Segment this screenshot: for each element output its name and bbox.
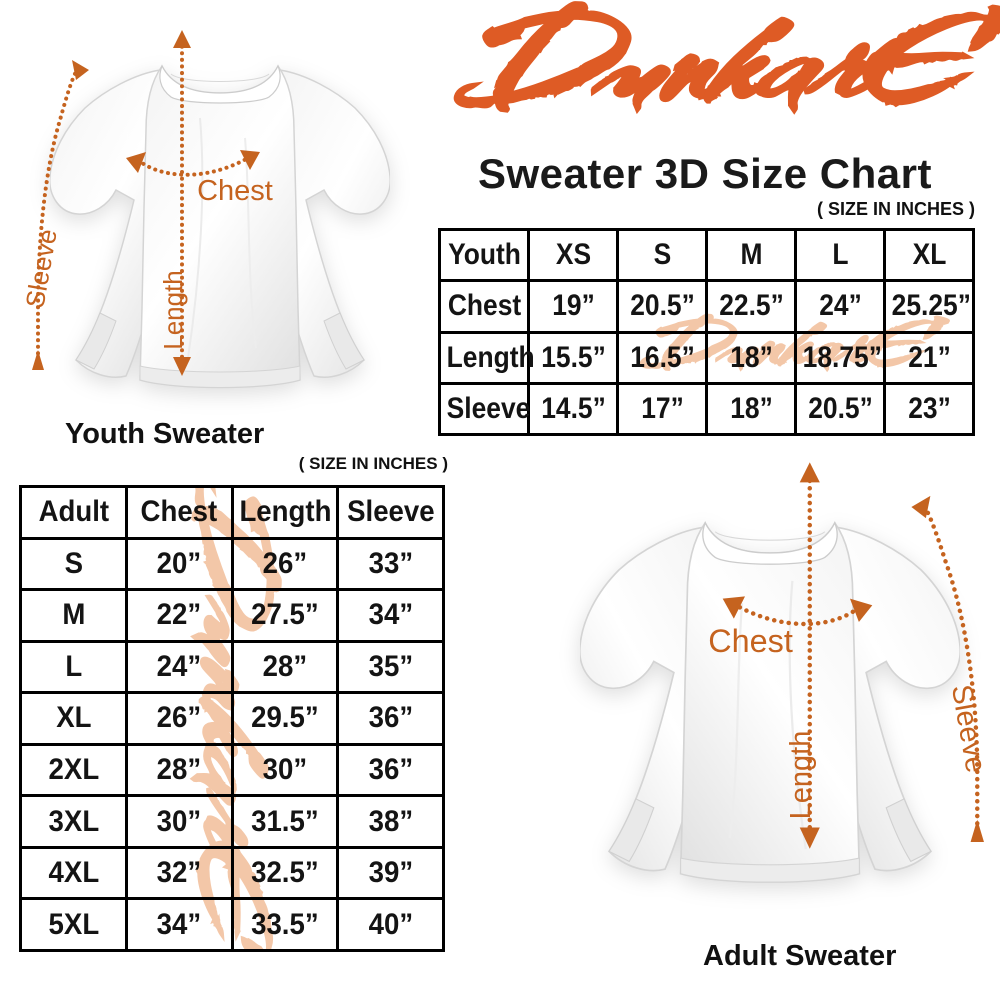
svg-text:Length: Length — [158, 270, 188, 350]
svg-text:Sleeve: Sleeve — [19, 227, 62, 311]
svg-text:Chest: Chest — [708, 623, 793, 659]
svg-text:Sleeve: Sleeve — [945, 682, 992, 775]
svg-text:Length: Length — [785, 731, 817, 820]
svg-text:Chest: Chest — [197, 175, 273, 207]
